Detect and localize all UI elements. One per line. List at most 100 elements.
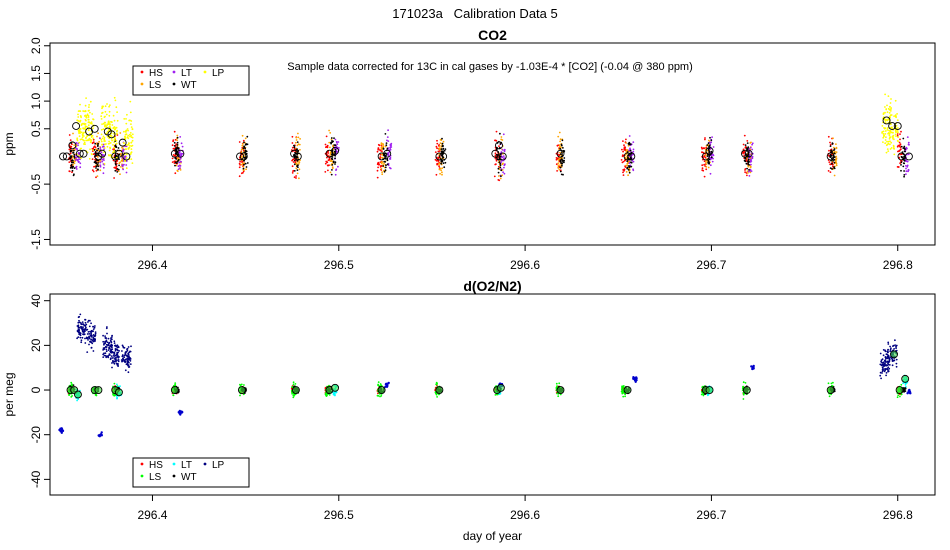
data-point [241, 134, 244, 137]
data-point [832, 160, 834, 162]
data-point [111, 348, 114, 351]
data-point [91, 169, 94, 172]
data-point [84, 318, 87, 321]
data-point [828, 149, 830, 152]
data-point [173, 145, 176, 147]
data-point [905, 173, 907, 176]
data-point [889, 140, 891, 143]
data-point [711, 160, 714, 163]
mean-marker [495, 141, 503, 150]
data-point [119, 132, 122, 134]
data-point [76, 330, 79, 332]
data-point [99, 147, 102, 149]
data-point [890, 141, 893, 144]
data-point [68, 134, 71, 136]
data-point [107, 120, 110, 123]
data-point [102, 128, 105, 131]
data-point [109, 351, 112, 354]
data-point [113, 156, 116, 159]
data-point [623, 144, 625, 147]
data-point [79, 336, 82, 339]
data-point [97, 162, 99, 164]
data-point [104, 125, 106, 128]
data-point [91, 113, 94, 115]
data-point [503, 148, 506, 151]
data-point [622, 171, 624, 174]
data-point [242, 143, 244, 145]
data-point [298, 177, 300, 180]
data-point [888, 364, 891, 366]
data-point [115, 133, 118, 136]
mean-marker [170, 386, 179, 394]
data-point [239, 384, 242, 387]
data-point [897, 136, 899, 139]
data-point [383, 162, 385, 165]
data-point [888, 129, 890, 132]
data-point [895, 365, 898, 368]
data-point [557, 166, 560, 169]
y-tick-label: -1.5 [29, 229, 43, 250]
data-point [903, 145, 906, 148]
data-point [70, 159, 73, 162]
data-point [125, 363, 128, 366]
data-point [94, 332, 97, 335]
data-point [78, 158, 80, 160]
data-point [709, 141, 712, 144]
data-point [832, 381, 834, 384]
data-point [334, 173, 337, 176]
data-point [295, 175, 297, 177]
data-point [498, 179, 501, 182]
data-point [102, 347, 105, 349]
data-point [111, 334, 113, 337]
data-point [830, 157, 833, 160]
data-point [503, 166, 505, 169]
data-point [704, 154, 707, 157]
data-point [835, 151, 838, 154]
data-point [129, 356, 131, 359]
data-point [176, 160, 179, 163]
data-point [88, 325, 91, 328]
data-point [240, 172, 243, 175]
data-point [101, 123, 103, 125]
mean-marker [122, 152, 131, 161]
data-point [244, 162, 247, 165]
data-point [80, 115, 82, 118]
data-point [442, 147, 445, 150]
data-point [751, 157, 754, 160]
data-point [83, 141, 86, 144]
mean-markers [59, 116, 913, 161]
data-point [171, 157, 174, 160]
data-point [92, 328, 95, 330]
data-point [889, 350, 892, 353]
data-point [747, 158, 750, 161]
data-point [72, 161, 74, 164]
data-point [503, 150, 506, 153]
data-point [833, 158, 836, 161]
data-point [172, 394, 175, 397]
mean-marker [170, 149, 179, 158]
data-point [90, 153, 93, 155]
data-point [83, 139, 85, 142]
data-point [110, 138, 113, 140]
data-point [119, 385, 121, 388]
mean-marker [239, 152, 248, 161]
data-point [902, 156, 904, 159]
data-point [828, 161, 831, 164]
data-point [897, 140, 899, 143]
data-point [380, 161, 383, 164]
data-point [125, 167, 128, 170]
data-point [176, 139, 179, 142]
data-point [833, 167, 836, 170]
data-point [334, 144, 337, 147]
data-point [100, 138, 103, 141]
data-point [888, 367, 891, 370]
y-axis-label: per meg [2, 372, 16, 416]
chart-title: d(O2/N2) [463, 278, 521, 294]
data-point [885, 136, 887, 139]
data-point [441, 142, 444, 145]
data-point [88, 137, 91, 140]
data-point [130, 141, 133, 144]
data-point [896, 130, 899, 132]
data-point [127, 142, 130, 144]
